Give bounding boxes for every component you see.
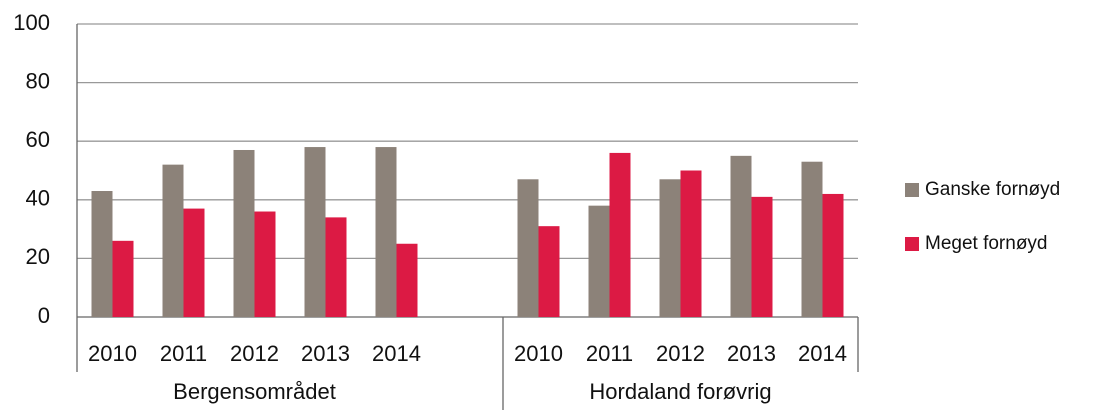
bar: [304, 147, 326, 317]
bar: [609, 152, 631, 317]
legend-label: Ganske fornøyd: [925, 179, 1060, 200]
legend-label: Meget fornøyd: [925, 233, 1048, 254]
legend-swatch: [905, 183, 919, 197]
bar: [233, 149, 255, 317]
x-tick-label: 2010: [514, 341, 563, 366]
bar: [801, 161, 823, 317]
bar: [588, 205, 610, 317]
bar: [517, 179, 539, 317]
bar: [751, 196, 773, 317]
legend-swatch: [905, 237, 919, 251]
y-tick-label: 40: [26, 186, 50, 211]
x-tick-label: 2011: [160, 341, 207, 366]
bar: [396, 243, 418, 317]
y-tick-label: 80: [26, 68, 50, 93]
x-tick-label: 2012: [656, 341, 705, 366]
x-tick-label: 2014: [798, 341, 847, 366]
bar: [730, 155, 752, 317]
x-tick-label: 2011: [586, 341, 633, 366]
x-tick-label: 2013: [301, 341, 350, 366]
bar: [822, 193, 844, 317]
x-tick-label: 2014: [372, 341, 421, 366]
x-tick-label: 2012: [230, 341, 279, 366]
group-label: Hordaland forøvrig: [589, 379, 771, 404]
bar: [112, 240, 134, 317]
bar: [254, 211, 276, 317]
bar: [538, 226, 560, 317]
y-tick-label: 100: [13, 10, 50, 35]
bar: [325, 217, 347, 317]
bar: [659, 179, 681, 317]
x-tick-label: 2013: [727, 341, 776, 366]
y-tick-label: 0: [38, 303, 50, 328]
y-tick-label: 60: [26, 127, 50, 152]
bar: [375, 147, 397, 317]
bar: [91, 191, 113, 317]
y-tick-label: 20: [26, 244, 50, 269]
group-label: Bergensområdet: [173, 379, 336, 404]
bar: [680, 170, 702, 317]
bar: [183, 208, 205, 317]
bar: [162, 164, 184, 317]
x-tick-label: 2010: [88, 341, 137, 366]
